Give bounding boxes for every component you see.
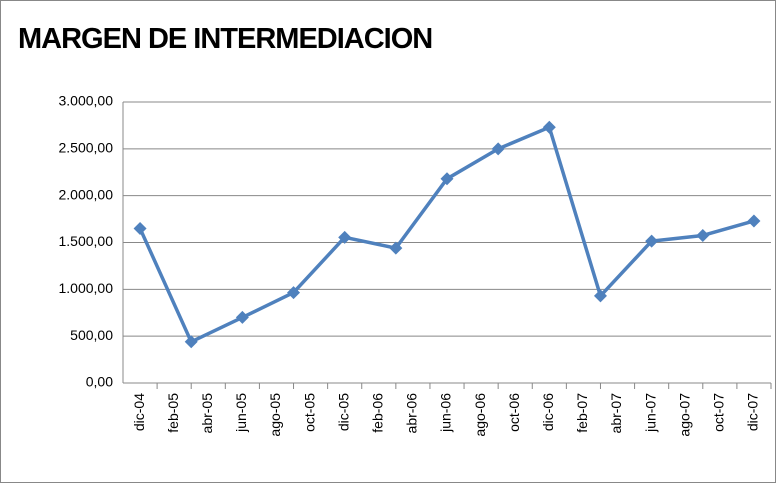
- x-tick-label: ago-06: [472, 393, 488, 437]
- y-tick-label: 3.000,00: [59, 93, 114, 109]
- marker: [184, 335, 198, 349]
- x-tick-label: feb-06: [369, 393, 385, 433]
- x-tick-label: feb-07: [574, 393, 590, 433]
- marker: [593, 289, 607, 303]
- marker: [491, 142, 505, 156]
- x-tick-label: abr-06: [404, 393, 420, 434]
- y-tick-label: 0,00: [86, 374, 113, 390]
- y-tick-label: 500,00: [70, 327, 113, 343]
- x-tick-label: jun-07: [642, 393, 658, 433]
- marker: [133, 221, 147, 235]
- x-tick-label: oct-05: [301, 393, 317, 432]
- y-tick-label: 2.000,00: [59, 186, 114, 202]
- x-tick-label: dic-05: [335, 393, 351, 431]
- y-tick-label: 1.000,00: [59, 280, 114, 296]
- x-tick-label: abr-05: [199, 393, 215, 434]
- marker: [287, 286, 301, 300]
- x-tick-label: ago-05: [267, 393, 283, 437]
- x-tick-label: abr-07: [608, 393, 624, 434]
- y-tick-label: 1.500,00: [59, 233, 114, 249]
- x-tick-label: ago-07: [676, 393, 692, 437]
- x-tick-label: jun-06: [438, 393, 454, 433]
- x-tick-label: dic-06: [540, 393, 556, 431]
- x-tick-label: dic-04: [131, 393, 147, 431]
- x-tick-label: feb-05: [165, 393, 181, 433]
- marker: [338, 230, 352, 244]
- marker: [542, 120, 556, 134]
- marker: [389, 241, 403, 255]
- chart-title: MARGEN DE INTERMEDIACION: [18, 23, 432, 55]
- y-tick-label: 2.500,00: [59, 140, 114, 156]
- x-tick-label: oct-07: [711, 393, 727, 432]
- marker: [747, 214, 761, 228]
- marker: [696, 228, 710, 242]
- marker: [235, 310, 249, 324]
- marker: [645, 234, 659, 248]
- x-tick-label: jun-05: [233, 393, 249, 433]
- x-tick-label: dic-07: [745, 393, 761, 431]
- marker: [440, 172, 454, 186]
- x-tick-label: oct-06: [506, 393, 522, 432]
